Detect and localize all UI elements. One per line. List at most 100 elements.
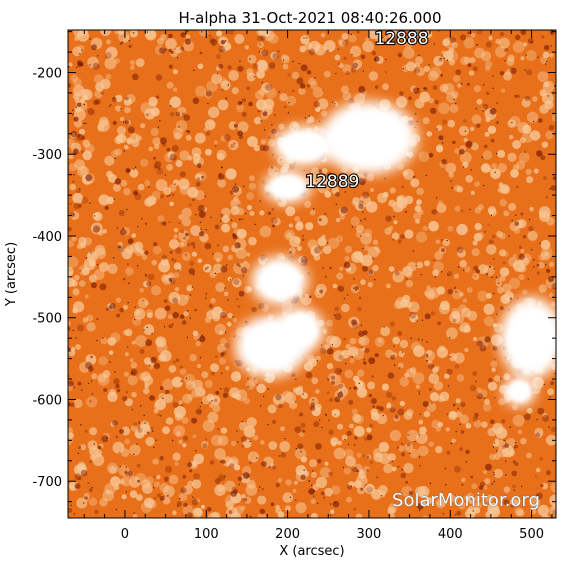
texture-dark-speck xyxy=(318,218,322,222)
texture-light-speck xyxy=(294,236,301,244)
texture-dark-speck xyxy=(118,451,121,454)
texture-light-speck xyxy=(195,341,201,347)
texture-dark-speck xyxy=(78,477,81,480)
texture-light-speck xyxy=(378,485,388,495)
texture-pixel xyxy=(243,185,245,187)
texture-light-speck xyxy=(495,38,501,45)
texture-light-speck xyxy=(370,188,375,192)
texture-dark-speck xyxy=(97,445,102,450)
texture-light-speck xyxy=(510,169,519,178)
texture-light-speck xyxy=(337,440,343,446)
texture-light-speck xyxy=(342,91,352,101)
texture-pixel xyxy=(440,58,442,60)
texture-pixel xyxy=(144,422,146,424)
texture-dark-speck xyxy=(363,437,368,441)
texture-dark-speck xyxy=(371,375,374,378)
texture-pixel xyxy=(216,73,219,75)
texture-light-speck xyxy=(323,40,336,53)
texture-pixel xyxy=(224,475,226,477)
texture-dark-speck xyxy=(472,66,478,72)
texture-light-speck xyxy=(234,393,242,400)
texture-light-speck xyxy=(474,222,482,231)
texture-light-speck xyxy=(158,353,167,362)
texture-light-speck xyxy=(499,267,510,277)
texture-pixel xyxy=(259,405,262,407)
texture-light-speck xyxy=(363,466,370,473)
texture-dark-speck xyxy=(523,413,531,421)
texture-pixel xyxy=(247,377,249,380)
texture-light-speck xyxy=(432,367,439,374)
texture-light-speck xyxy=(152,245,162,255)
texture-light-speck xyxy=(210,395,221,406)
texture-dark-speck xyxy=(429,388,432,391)
texture-pixel xyxy=(230,219,233,221)
texture-light-speck xyxy=(536,467,541,473)
texture-light-speck xyxy=(521,98,531,108)
texture-dark-speck xyxy=(368,269,374,275)
texture-light-speck xyxy=(168,239,180,250)
texture-pixel xyxy=(394,364,396,366)
texture-light-speck xyxy=(175,120,188,132)
texture-light-speck xyxy=(162,378,175,391)
texture-pixel xyxy=(245,321,247,323)
texture-light-speck xyxy=(98,194,110,206)
texture-light-speck xyxy=(79,280,86,287)
texture-dark-speck xyxy=(275,483,280,488)
texture-pixel xyxy=(524,151,526,153)
texture-light-speck xyxy=(216,149,227,160)
texture-pixel xyxy=(73,386,75,389)
texture-light-speck xyxy=(428,70,439,82)
texture-light-speck xyxy=(426,291,436,300)
x-tick-label: 300 xyxy=(357,527,382,542)
texture-dark-speck xyxy=(233,123,238,128)
texture-light-speck xyxy=(68,138,75,148)
texture-pixel xyxy=(162,397,164,399)
texture-light-speck xyxy=(392,270,405,283)
texture-dark-speck xyxy=(384,71,388,74)
texture-dark-speck xyxy=(552,176,556,181)
texture-dark-speck xyxy=(68,226,72,232)
texture-light-speck xyxy=(154,481,160,488)
texture-light-speck xyxy=(73,398,83,409)
texture-pixel xyxy=(493,471,495,474)
texture-dark-speck xyxy=(125,96,129,101)
texture-pixel xyxy=(127,263,129,265)
texture-dark-speck xyxy=(208,304,213,309)
texture-light-speck xyxy=(546,434,556,446)
texture-light-speck xyxy=(192,330,199,337)
texture-dark-speck xyxy=(307,272,310,275)
texture-light-speck xyxy=(249,175,255,182)
texture-light-speck xyxy=(333,447,346,460)
texture-light-speck xyxy=(72,288,80,296)
texture-pixel xyxy=(259,486,261,488)
texture-light-speck xyxy=(473,232,483,242)
texture-pixel xyxy=(160,415,162,417)
texture-pixel xyxy=(426,341,428,343)
texture-light-speck xyxy=(469,57,476,64)
texture-light-speck xyxy=(261,304,270,312)
texture-pixel xyxy=(115,508,117,511)
texture-light-speck xyxy=(215,282,226,293)
texture-dark-speck xyxy=(127,238,134,245)
texture-light-speck xyxy=(444,373,450,380)
texture-dark-speck xyxy=(302,238,305,241)
texture-light-speck xyxy=(453,313,465,324)
texture-dark-speck xyxy=(209,37,216,44)
texture-light-speck xyxy=(172,127,184,139)
texture-pixel xyxy=(201,334,203,336)
texture-dark-speck xyxy=(166,147,171,152)
texture-light-speck xyxy=(366,427,372,433)
texture-light-speck xyxy=(360,279,366,285)
texture-light-speck xyxy=(472,336,478,342)
texture-pixel xyxy=(382,414,384,417)
texture-dark-speck xyxy=(204,297,207,300)
texture-light-speck xyxy=(332,410,339,416)
texture-light-speck xyxy=(217,178,227,188)
texture-dark-speck xyxy=(268,62,276,69)
texture-light-speck xyxy=(471,483,478,490)
texture-light-speck xyxy=(343,448,354,459)
texture-light-speck xyxy=(317,98,329,110)
texture-pixel xyxy=(358,382,360,384)
texture-light-speck xyxy=(463,56,471,64)
texture-dark-speck xyxy=(300,64,308,72)
